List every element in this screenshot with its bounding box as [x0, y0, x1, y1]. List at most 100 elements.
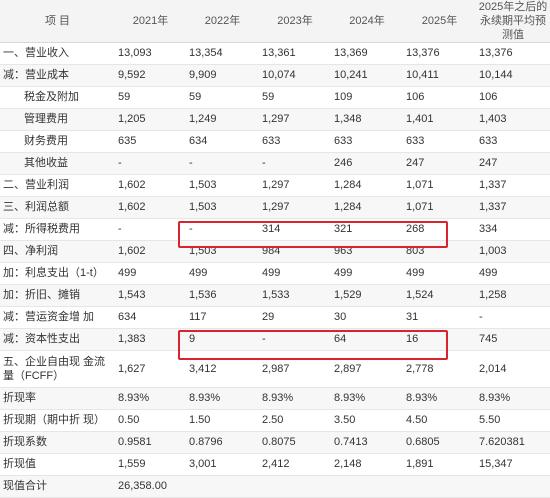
- cell-value: 2,412: [259, 453, 331, 476]
- row-label: 三、利润总额: [0, 196, 115, 219]
- table-row: 减：所得税费用 - -314 321 268 334: [0, 218, 550, 241]
- cell-value: [476, 475, 550, 498]
- cell-value: 963: [331, 240, 403, 263]
- cell-value: 15,347: [476, 453, 550, 476]
- cell-value: -: [186, 218, 259, 241]
- cell-value: 26,358.00: [115, 475, 186, 498]
- row-label: 加：利息支出（1-t）: [0, 262, 115, 285]
- cell-value: 499: [259, 262, 331, 285]
- table-row: 折现值 1,559 3,001 2,412 2,148 1,891 15,347: [0, 453, 550, 476]
- cell-value: 984: [259, 240, 331, 263]
- cell-value: 31: [403, 306, 476, 329]
- cell-value: 1,337: [476, 196, 550, 219]
- cell-value: 1,071: [403, 196, 476, 219]
- cell-value: 499: [331, 262, 403, 285]
- cell-value: 1,559: [115, 453, 186, 476]
- cell-value: 29: [259, 306, 331, 329]
- cell-value: 1,602: [115, 196, 186, 219]
- cell-value: 499: [115, 262, 186, 285]
- cell-value: 1,891: [403, 453, 476, 476]
- cell-value: 1,258: [476, 284, 550, 307]
- table-row: 减：营运资金增 加 634 117 29 30 31-: [0, 306, 550, 329]
- table-row: 三、利润总额 1,602 1,503 1,297 1,284 1,071 1,337: [0, 196, 550, 219]
- table-row: 管理费用 1,205 1,249 1,297 1,348 1,401 1,403: [0, 108, 550, 131]
- cell-value: 30: [331, 306, 403, 329]
- cell-value: 1,297: [259, 174, 331, 197]
- cell-value: 0.8796: [186, 431, 259, 454]
- cell-value: 1,602: [115, 174, 186, 197]
- cell-value: 1,524: [403, 284, 476, 307]
- cell-value: 247: [403, 152, 476, 175]
- cell-value: 8.93%: [476, 387, 550, 410]
- cell-value: 321: [331, 218, 403, 241]
- cell-value: 247: [476, 152, 550, 175]
- cell-value: 10,411: [403, 64, 476, 87]
- row-label: 财务费用: [0, 130, 115, 153]
- row-label: 现值合计: [0, 475, 115, 498]
- row-label: 加：折旧、摊销: [0, 284, 115, 307]
- cell-value: 1.50: [186, 409, 259, 432]
- cell-value: 59: [115, 86, 186, 109]
- cell-value: 1,533: [259, 284, 331, 307]
- cell-value: 1,383: [115, 328, 186, 351]
- cell-value: 5.50: [476, 409, 550, 432]
- cell-value: 2.50: [259, 409, 331, 432]
- cell-value: 13,093: [115, 42, 186, 65]
- row-label: 税金及附加: [0, 86, 115, 109]
- cell-value: 1,543: [115, 284, 186, 307]
- cell-value: 1,003: [476, 240, 550, 263]
- header-perpetual: 2025年之后的永续期平均预测值: [476, 0, 550, 43]
- header-2023: 2023年: [259, 0, 331, 43]
- cell-value: -: [476, 306, 550, 329]
- cell-value: 499: [476, 262, 550, 285]
- table-row: 其他收益 - - -246 247 247: [0, 152, 550, 175]
- row-label: 折现率: [0, 387, 115, 410]
- cell-value: 1,337: [476, 174, 550, 197]
- cell-value: [259, 475, 331, 498]
- cell-value: 13,376: [476, 42, 550, 65]
- cell-value: 106: [476, 86, 550, 109]
- cell-value: 1,297: [259, 108, 331, 131]
- cell-value: 106: [403, 86, 476, 109]
- cell-value: 745: [476, 328, 550, 351]
- cell-value: 1,297: [259, 196, 331, 219]
- cell-value: 9,909: [186, 64, 259, 87]
- cell-value: 8.93%: [403, 387, 476, 410]
- cell-value: 1,529: [331, 284, 403, 307]
- cell-value: 314: [259, 218, 331, 241]
- cell-value: 246: [331, 152, 403, 175]
- cell-value: 1,503: [186, 174, 259, 197]
- header-row: 项 目 2021年 2022年 2023年 2024年 2025年 2025年之…: [0, 0, 550, 43]
- table-row: 四、净利润 1,602 1,503 984 963 803 1,003: [0, 240, 550, 263]
- cell-value: 109: [331, 86, 403, 109]
- header-2022: 2022年: [186, 0, 259, 43]
- cell-value: 3.50: [331, 409, 403, 432]
- cell-value: 13,361: [259, 42, 331, 65]
- cell-value: -: [259, 152, 331, 175]
- cell-value: 499: [403, 262, 476, 285]
- cell-value: 59: [259, 86, 331, 109]
- cell-value: 1,602: [115, 240, 186, 263]
- cell-value: 1,401: [403, 108, 476, 131]
- cell-value: 2,987: [259, 350, 331, 388]
- cell-value: 0.50: [115, 409, 186, 432]
- cell-value: 2,897: [331, 350, 403, 388]
- cell-value: 13,376: [403, 42, 476, 65]
- header-2024: 2024年: [331, 0, 403, 43]
- cell-value: 0.6805: [403, 431, 476, 454]
- cell-value: 8.93%: [331, 387, 403, 410]
- row-label: 减：资本性支出: [0, 328, 115, 351]
- table-row: 现值合计 26,358.00: [0, 475, 550, 498]
- cell-value: 2,014: [476, 350, 550, 388]
- row-label: 减：营业成本: [0, 64, 115, 87]
- cell-value: [186, 475, 259, 498]
- table-row: 加：利息支出（1-t） 499 499 499 499 499 499: [0, 262, 550, 285]
- cell-value: [331, 475, 403, 498]
- cell-value: 1,503: [186, 240, 259, 263]
- cell-value: 0.8075: [259, 431, 331, 454]
- cell-value: 1,403: [476, 108, 550, 131]
- table-row: 折现率 8.93% 8.93% 8.93% 8.93% 8.93% 8.93%: [0, 387, 550, 410]
- cell-value: 1,348: [331, 108, 403, 131]
- row-label: 其他收益: [0, 152, 115, 175]
- cell-value: 13,354: [186, 42, 259, 65]
